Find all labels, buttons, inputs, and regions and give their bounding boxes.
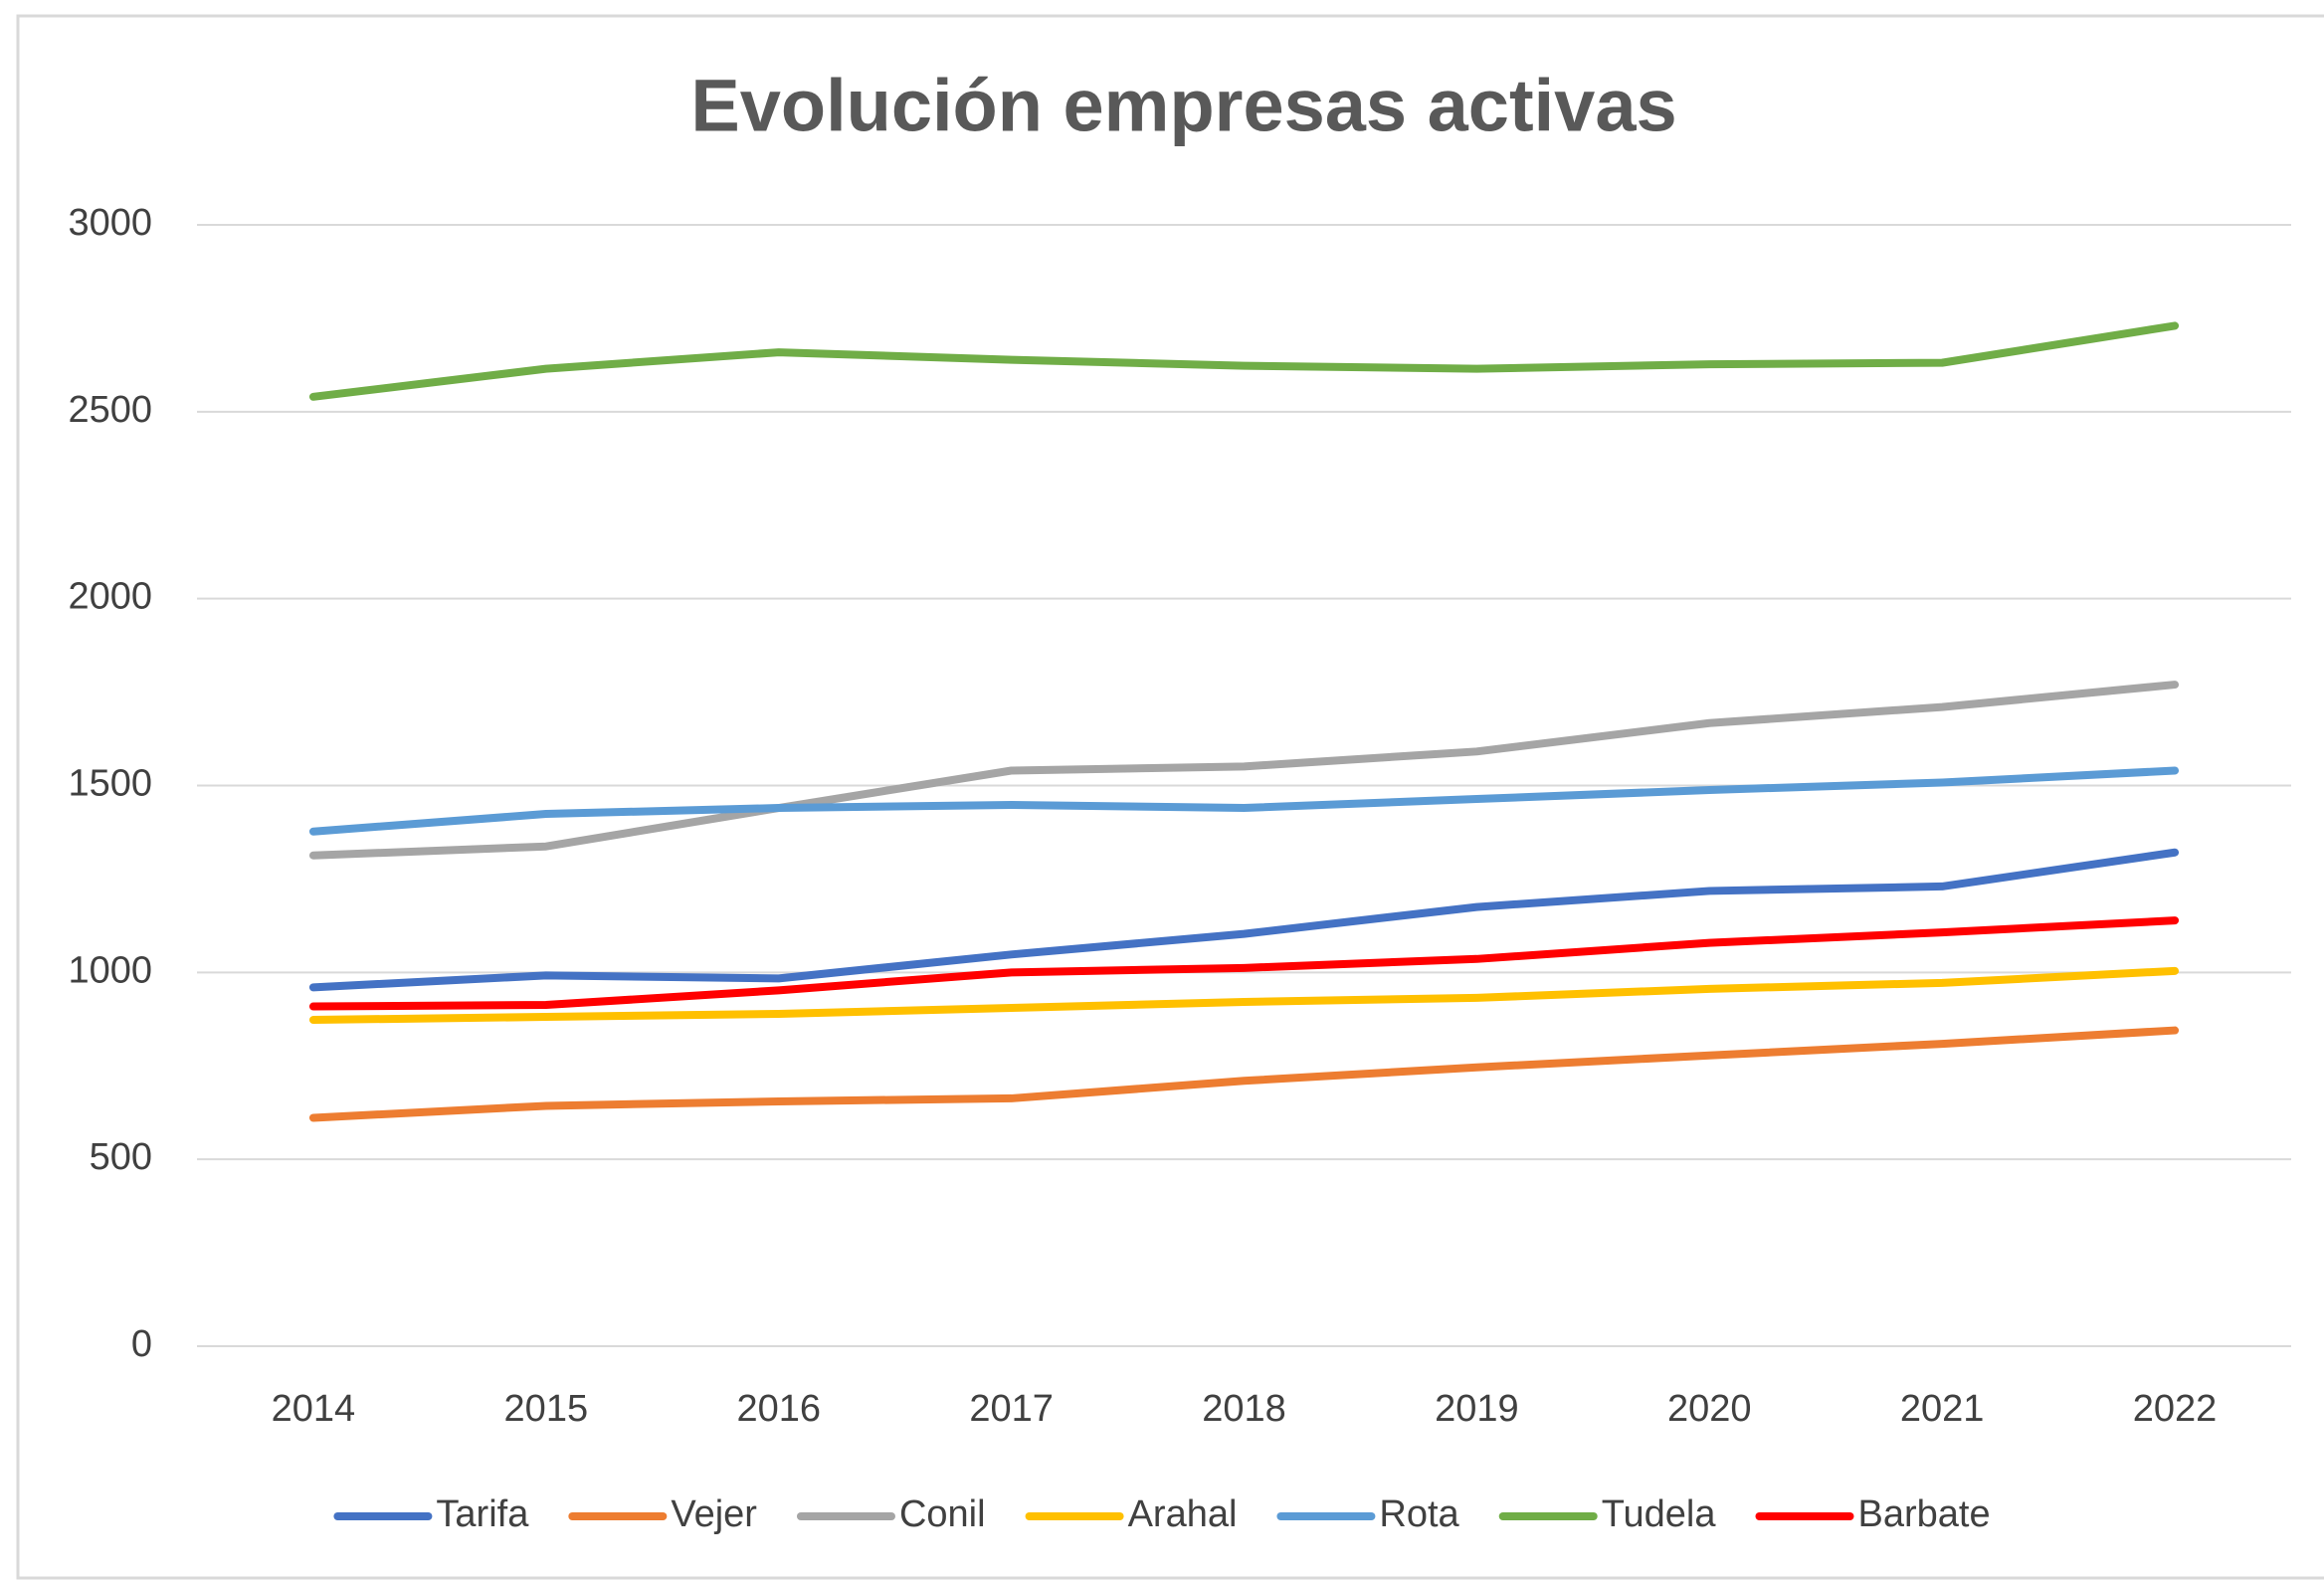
series-line: [308, 766, 2180, 836]
y-tick-label: 1500: [68, 763, 152, 805]
legend-label: Tudela: [1602, 1493, 1717, 1535]
legend-label: Arahal: [1128, 1493, 1238, 1535]
x-tick-label: 2016: [736, 1388, 821, 1430]
x-tick-label: 2021: [1900, 1388, 1985, 1430]
series-line: [308, 916, 2180, 1011]
legend-label: Tarifa: [436, 1493, 529, 1535]
legend-label: Rota: [1379, 1493, 1459, 1535]
x-tick-label: 2019: [1435, 1388, 1519, 1430]
x-tick-label: 2018: [1202, 1388, 1286, 1430]
series-line: [308, 681, 2180, 860]
y-tick-label: 1000: [68, 949, 152, 991]
x-tick-label: 2014: [272, 1388, 356, 1430]
y-tick-label: 3000: [68, 202, 152, 244]
chart-title: Evolución empresas activas: [690, 65, 1676, 147]
series-line: [308, 966, 2180, 1025]
legend-label: Conil: [899, 1493, 986, 1535]
y-tick-label: 2000: [68, 576, 152, 618]
chart-frame: [16, 14, 2324, 1580]
series-line: [308, 848, 2180, 992]
y-tick-label: 500: [90, 1136, 152, 1178]
series-line: [308, 321, 2180, 401]
legend-label: Vejer: [671, 1493, 757, 1535]
y-tick-label: 2500: [68, 389, 152, 431]
x-tick-label: 2015: [504, 1388, 589, 1430]
y-tick-label: 0: [131, 1323, 152, 1365]
series-line: [308, 1026, 2180, 1122]
x-tick-label: 2020: [1667, 1388, 1752, 1430]
x-tick-label: 2017: [969, 1388, 1054, 1430]
legend-label: Barbate: [1857, 1493, 1990, 1535]
x-tick-label: 2022: [2133, 1388, 2218, 1430]
